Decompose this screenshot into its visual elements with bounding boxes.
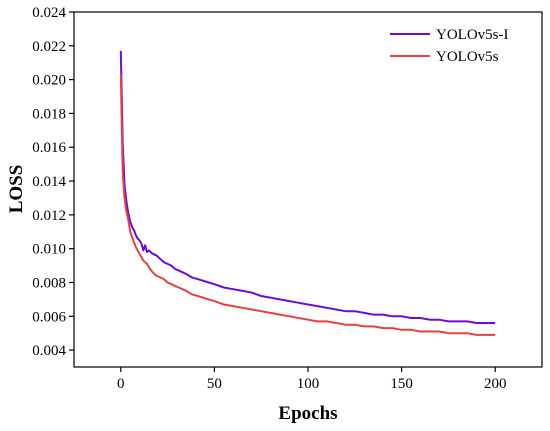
legend-label-1: YOLOv5s-I [436,27,509,43]
series-line-2 [119,74,496,336]
y-tick-label: 0.022 [32,39,66,55]
y-tick-label: 0.024 [32,5,66,21]
y-tick-label: 0.008 [32,275,66,291]
y-tick-label: 0.020 [32,73,66,89]
y-tick-label: 0.016 [32,140,66,156]
y-tick-label: 0.004 [32,343,66,359]
y-tick-label: 0.012 [32,208,66,224]
series-line-1 [119,50,496,324]
series-layer [119,50,496,336]
x-axis-title: Epochs [278,403,337,424]
y-tick-label: 0.014 [32,174,66,190]
x-tick-label: 50 [207,376,222,392]
y-axis-ticks: 0.004 0.006 0.008 0.010 0.012 0.014 0.016 0.018… [32,5,74,359]
y-tick-label: 0.018 [32,106,66,122]
y-tick-label: 0.010 [32,242,66,258]
x-tick-label: 100 [297,376,320,392]
legend-label-2: YOLOv5s [436,49,499,65]
y-tick-label: 0.006 [32,309,66,325]
y-axis-title: LOSS [6,165,27,214]
x-tick-label: 150 [390,376,413,392]
x-tick-label: 200 [484,376,507,392]
x-axis-ticks: 0 50 100 150 200 [117,367,506,392]
legend: YOLOv5s-I YOLOv5s [390,27,509,65]
x-tick-label: 0 [117,376,125,392]
